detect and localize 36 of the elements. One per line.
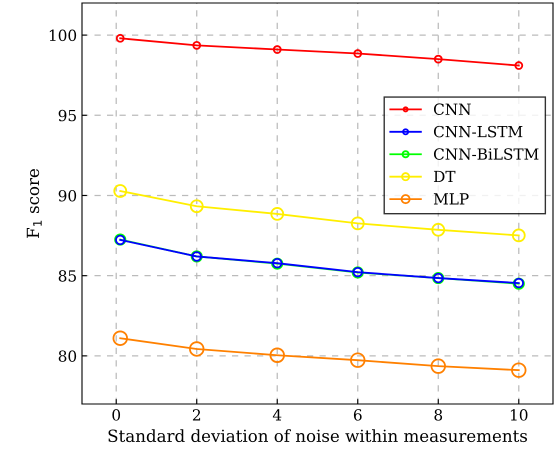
x-tick-label: 8 (434, 409, 442, 421)
point (434, 54, 443, 64)
point (113, 184, 128, 198)
point (189, 341, 204, 357)
point (112, 330, 128, 346)
y-tick-label: 90 (58, 190, 76, 202)
point (431, 222, 446, 237)
y-axis-title: F$_{1}$ score (26, 169, 42, 238)
point (270, 348, 285, 363)
point (512, 228, 526, 242)
point (430, 358, 446, 374)
x-tick-label: 4 (272, 409, 282, 420)
y-tick-label: 80 (58, 350, 76, 362)
y-tick-label: 100 (50, 30, 76, 42)
point (514, 61, 524, 70)
x-axis-title: Standard deviation of noise within measurements (108, 429, 527, 442)
x-tick-label: 0 (112, 409, 120, 421)
point (350, 216, 365, 230)
point (511, 362, 526, 378)
x-tick-label: 6 (354, 409, 362, 421)
point (270, 207, 284, 221)
x-tick-label: 2 (192, 409, 200, 420)
point (190, 199, 204, 214)
point (116, 34, 125, 43)
legend-label: CNN-LSTM (434, 126, 522, 138)
legend-label: CNN (434, 103, 471, 115)
y-tick-label: 85 (58, 270, 76, 282)
legend-label: MLP (434, 193, 469, 204)
legend-label: CNN-BiLSTM (434, 148, 538, 160)
point (350, 352, 366, 368)
point (272, 45, 282, 54)
y-tick-label: 95 (58, 110, 76, 122)
point (192, 40, 202, 50)
legend-label: DT (434, 170, 456, 182)
x-tick-label: 10 (510, 409, 528, 421)
point (353, 49, 362, 58)
